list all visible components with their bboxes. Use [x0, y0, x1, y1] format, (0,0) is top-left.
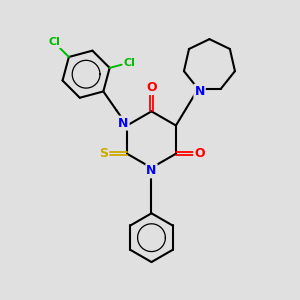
Text: O: O: [146, 81, 157, 94]
Text: N: N: [146, 164, 157, 177]
Text: N: N: [118, 117, 129, 130]
Text: N: N: [194, 85, 205, 98]
Text: Cl: Cl: [124, 58, 136, 68]
Text: S: S: [99, 147, 108, 160]
Text: O: O: [194, 147, 205, 160]
Text: Cl: Cl: [48, 37, 60, 47]
